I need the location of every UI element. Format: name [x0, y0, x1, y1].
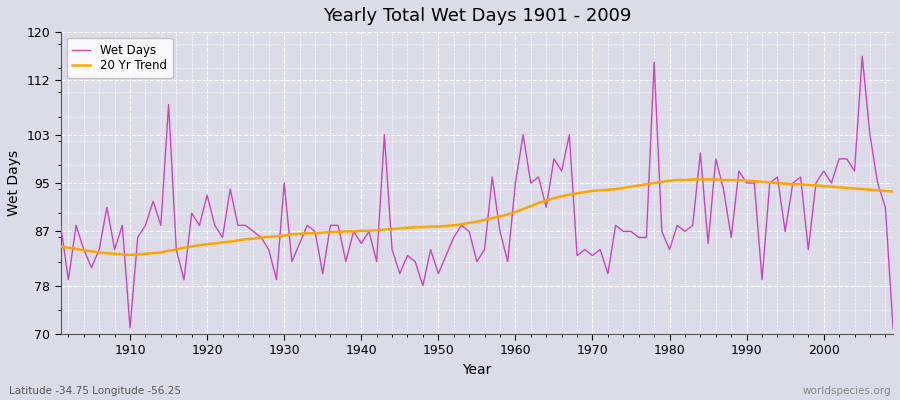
20 Yr Trend: [55, 244, 66, 249]
Wet Days: [117, 223, 128, 228]
Legend: Wet Days, 20 Yr Trend: Wet Days, 20 Yr Trend: [67, 38, 173, 78]
20 Yr Trend: [294, 232, 305, 236]
Wet Days: [294, 241, 305, 246]
Wet Days: [887, 326, 898, 330]
Wet Days: [518, 132, 528, 137]
Wet Days: [510, 181, 521, 186]
20 Yr Trend: [688, 177, 698, 182]
20 Yr Trend: [117, 252, 128, 257]
20 Yr Trend: [124, 252, 135, 257]
Wet Days: [857, 54, 868, 59]
Line: 20 Yr Trend: 20 Yr Trend: [60, 180, 893, 255]
20 Yr Trend: [340, 229, 351, 234]
20 Yr Trend: [610, 187, 621, 192]
20 Yr Trend: [510, 210, 521, 214]
Line: Wet Days: Wet Days: [60, 56, 893, 328]
Text: Latitude -34.75 Longitude -56.25: Latitude -34.75 Longitude -56.25: [9, 386, 181, 396]
20 Yr Trend: [518, 207, 528, 212]
Text: worldspecies.org: worldspecies.org: [803, 386, 891, 396]
Y-axis label: Wet Days: Wet Days: [7, 150, 21, 216]
Wet Days: [124, 326, 135, 330]
Title: Yearly Total Wet Days 1901 - 2009: Yearly Total Wet Days 1901 - 2009: [323, 7, 631, 25]
X-axis label: Year: Year: [463, 363, 491, 377]
Wet Days: [340, 259, 351, 264]
Wet Days: [55, 223, 66, 228]
20 Yr Trend: [887, 189, 898, 194]
Wet Days: [610, 223, 621, 228]
